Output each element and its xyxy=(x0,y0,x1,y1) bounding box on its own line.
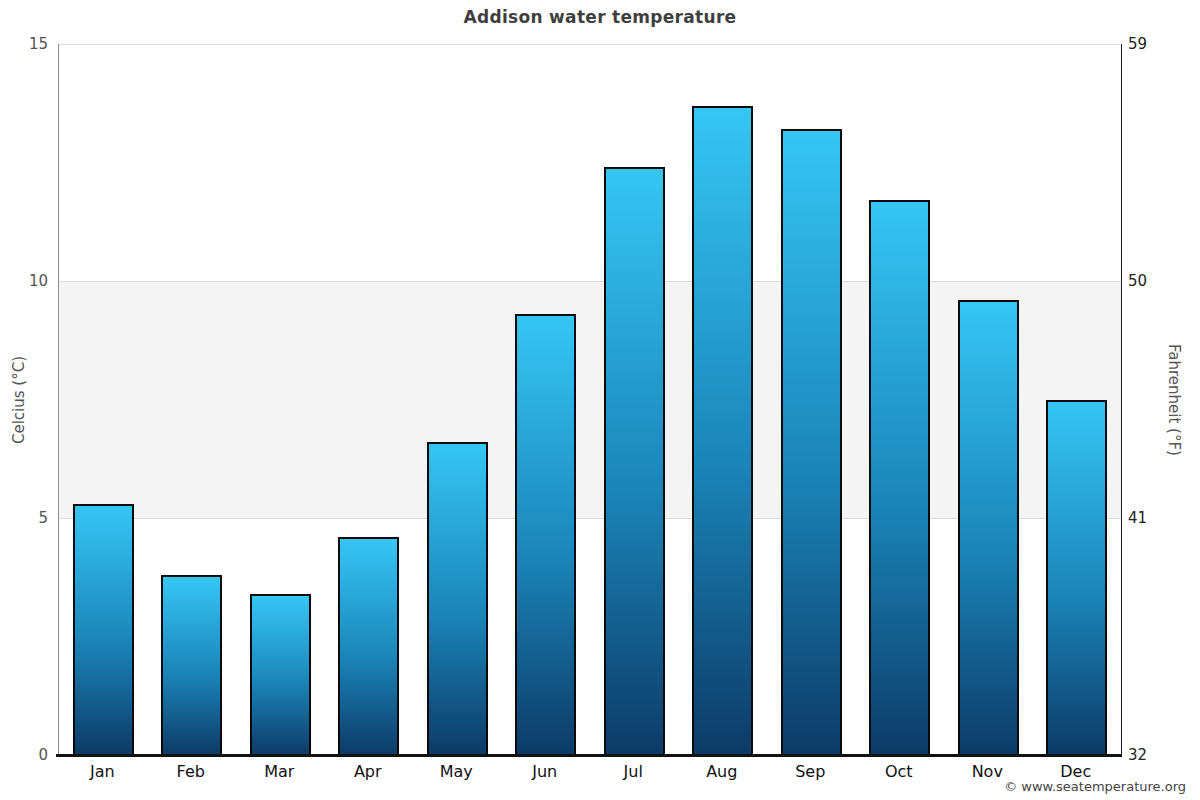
x-tick-label-aug: Aug xyxy=(678,758,767,784)
bar-nov xyxy=(958,300,1019,755)
copyright: © www.seatemperature.org xyxy=(1004,779,1186,794)
bar-slot-apr xyxy=(325,44,414,755)
y-tick-label-celsius: 0 xyxy=(38,744,48,766)
bar-slot-jul xyxy=(590,44,679,755)
x-tick-label-jan: Jan xyxy=(58,758,147,784)
y-axis-title-right-wrap: Fahrenheit (°F) xyxy=(1152,44,1196,755)
chart-title: Addison water temperature xyxy=(0,7,1200,27)
bar-slot-nov xyxy=(944,44,1033,755)
bar-oct xyxy=(869,200,930,755)
bar-jan xyxy=(73,504,134,755)
x-tick-label-apr: Apr xyxy=(324,758,413,784)
bar-dec xyxy=(1046,400,1107,756)
bar-jul xyxy=(604,167,665,755)
y-tick-label-fahrenheit: 59 xyxy=(1128,33,1147,55)
bar-slot-jan xyxy=(59,44,148,755)
y-axis-title-celsius: Celcius (°C) xyxy=(10,355,28,443)
y-axis-title-left-wrap: Celcius (°C) xyxy=(0,44,38,755)
bar-slot-oct xyxy=(856,44,945,755)
x-tick-label-feb: Feb xyxy=(147,758,236,784)
x-tick-label-oct: Oct xyxy=(855,758,944,784)
bar-apr xyxy=(338,537,399,755)
bar-slot-mar xyxy=(236,44,325,755)
x-axis-labels: JanFebMarAprMayJunJulAugSepOctNovDec xyxy=(58,758,1120,784)
bar-slot-jun xyxy=(502,44,591,755)
bar-slot-aug xyxy=(679,44,768,755)
bar-aug xyxy=(692,106,753,755)
bar-slot-may xyxy=(413,44,502,755)
bar-feb xyxy=(161,575,222,755)
bar-may xyxy=(427,442,488,755)
x-tick-label-may: May xyxy=(412,758,501,784)
x-tick-label-jul: Jul xyxy=(589,758,678,784)
bar-slot-dec xyxy=(1033,44,1122,755)
bar-mar xyxy=(250,594,311,755)
bar-slot-feb xyxy=(148,44,237,755)
bar-jun xyxy=(515,314,576,755)
x-tick-label-sep: Sep xyxy=(766,758,855,784)
bar-sep xyxy=(781,129,842,755)
y-axis-title-fahrenheit: Fahrenheit (°F) xyxy=(1165,344,1183,456)
y-tick-label-fahrenheit: 32 xyxy=(1128,744,1147,766)
plot-area xyxy=(58,44,1122,755)
x-tick-label-jun: Jun xyxy=(501,758,590,784)
x-axis-line xyxy=(56,754,1122,757)
chart-canvas: Addison water temperature 051015 3241505… xyxy=(0,0,1200,800)
y-tick-label-celsius: 5 xyxy=(38,507,48,529)
y-tick-label-fahrenheit: 41 xyxy=(1128,507,1147,529)
bar-slot-sep xyxy=(767,44,856,755)
y-tick-label-fahrenheit: 50 xyxy=(1128,270,1147,292)
bar-series xyxy=(59,44,1121,755)
x-tick-label-mar: Mar xyxy=(235,758,324,784)
